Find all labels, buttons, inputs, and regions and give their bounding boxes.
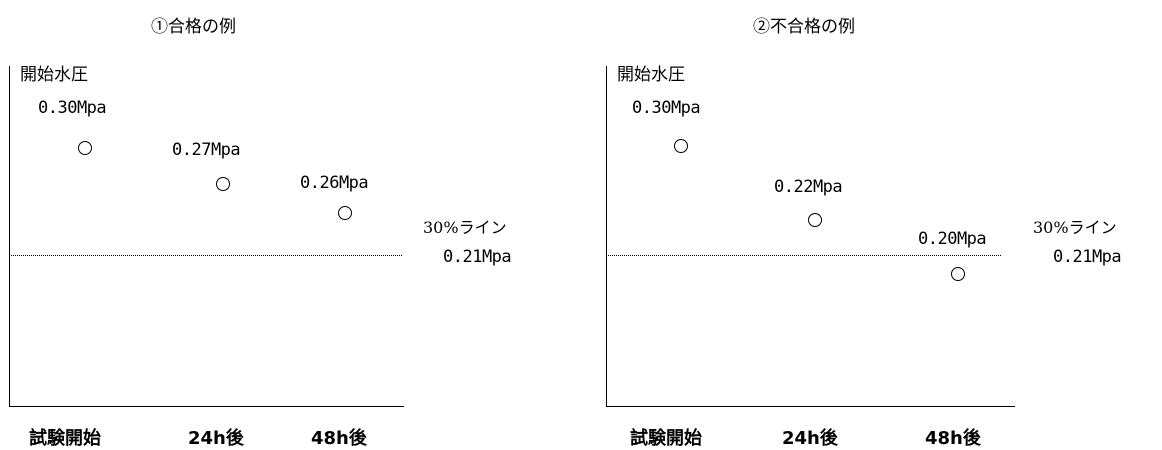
x-label-48h: 48h後 (925, 428, 981, 449)
fail-example-panel: ②不合格の例 開始水圧 0.30Mpa 0.22Mpa 0.20Mpa 30%ラ… (597, 0, 1162, 449)
reference-line-30-percent (9, 255, 402, 256)
point-label-48h: 0.20Mpa (918, 229, 987, 249)
y-axis-label: 開始水圧 (20, 65, 88, 85)
point-label-24h: 0.27Mpa (172, 140, 241, 160)
point-label-start: 0.30Mpa (38, 98, 107, 118)
reference-line-label: 30%ライン (1033, 218, 1117, 237)
data-point-24h (808, 213, 822, 227)
data-point-48h (338, 206, 352, 220)
x-label-start: 試験開始 (29, 428, 101, 449)
x-axis (606, 406, 1015, 407)
pass-example-panel: ①合格の例 開始水圧 0.30Mpa 0.27Mpa 0.26Mpa 30%ライ… (0, 0, 580, 449)
point-label-48h: 0.26Mpa (300, 173, 369, 193)
x-label-48h: 48h後 (311, 428, 367, 449)
x-label-24h: 24h後 (188, 428, 244, 449)
point-label-24h: 0.22Mpa (774, 177, 843, 197)
data-point-24h (216, 177, 230, 191)
y-axis (9, 66, 10, 407)
reference-line-value: 0.21Mpa (1053, 247, 1122, 267)
y-axis-label: 開始水圧 (617, 65, 685, 85)
reference-line-value: 0.21Mpa (443, 247, 512, 267)
reference-line-label: 30%ライン (423, 218, 507, 237)
panel-title: ②不合格の例 (753, 17, 855, 37)
data-point-start (78, 141, 92, 155)
data-point-start (674, 139, 688, 153)
x-axis (9, 406, 404, 407)
point-label-start: 0.30Mpa (632, 98, 701, 118)
y-axis (606, 66, 607, 407)
x-label-24h: 24h後 (782, 428, 838, 449)
data-point-48h (951, 267, 965, 281)
reference-line-30-percent (606, 255, 1001, 256)
panel-title: ①合格の例 (151, 17, 236, 37)
x-label-start: 試験開始 (630, 428, 702, 449)
